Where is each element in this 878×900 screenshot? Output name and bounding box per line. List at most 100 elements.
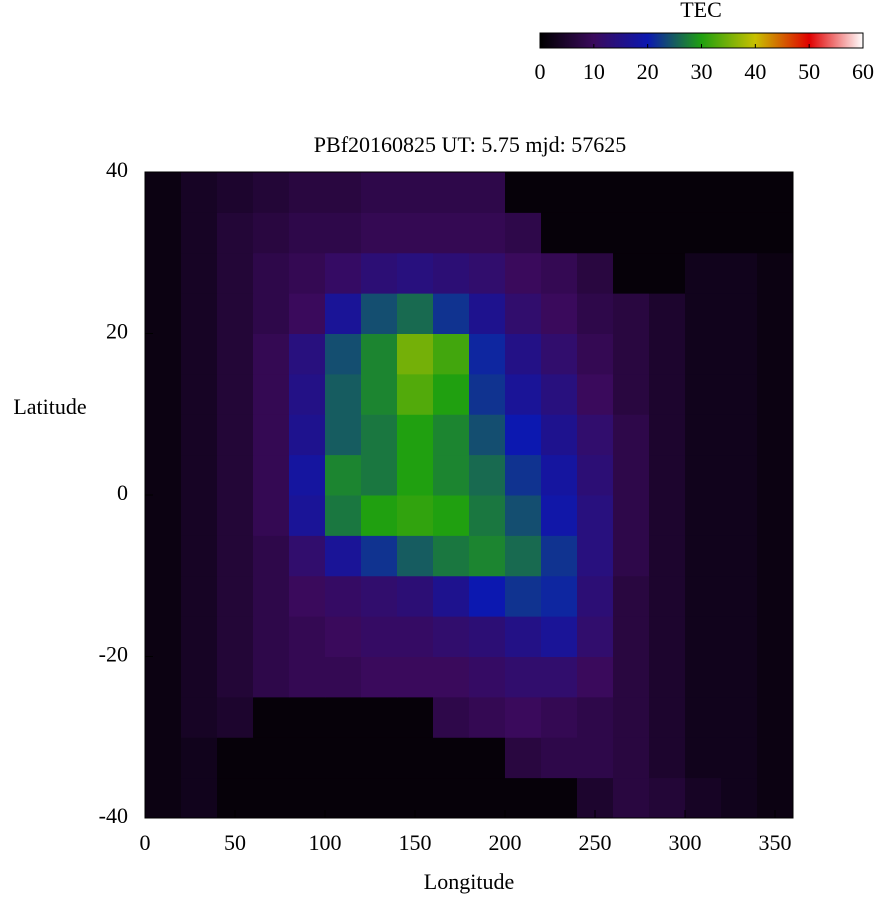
heat-cell [469, 616, 506, 657]
heat-cell [361, 616, 398, 657]
colorbar-label: TEC [680, 0, 722, 22]
heat-cell [541, 373, 578, 415]
heat-cell [253, 777, 290, 819]
heat-cell [181, 252, 218, 294]
heat-cell [577, 737, 614, 779]
heat-cell [469, 293, 506, 334]
heat-cell [325, 656, 362, 698]
heat-cell [217, 495, 254, 536]
heat-cell [613, 616, 650, 657]
heat-cell [721, 535, 758, 577]
heat-cell [217, 252, 254, 294]
heat-cell [325, 737, 362, 779]
heat-cell [181, 575, 218, 617]
heat-cell [361, 535, 398, 577]
heat-cell [505, 737, 542, 779]
heat-cell [325, 535, 362, 577]
heat-cell [649, 212, 686, 254]
heat-cell [325, 575, 362, 617]
heat-cell [613, 495, 650, 536]
heat-cell [397, 656, 434, 698]
heat-cell [433, 535, 470, 577]
heat-cell [433, 454, 470, 496]
heat-cell [217, 737, 254, 779]
heat-cell [469, 414, 506, 456]
heat-cell [649, 172, 686, 213]
colorbar-tick-label: 50 [798, 59, 820, 84]
heat-cell [325, 777, 362, 819]
heat-cell [289, 172, 326, 213]
heat-cell [469, 535, 506, 577]
y-tick-label: -40 [99, 803, 128, 828]
x-tick-label: 0 [140, 830, 151, 855]
heat-cell [181, 293, 218, 334]
heat-cell [361, 333, 398, 375]
heat-cell [541, 696, 578, 738]
y-tick-label: 40 [106, 157, 128, 182]
heat-cell [145, 535, 182, 577]
heat-cell [181, 333, 218, 375]
heat-cell [613, 777, 650, 819]
heat-cell [577, 373, 614, 415]
heat-cell [145, 252, 182, 294]
heat-cell [253, 535, 290, 577]
heat-cell [325, 495, 362, 536]
heat-cell [757, 495, 794, 536]
heat-cell [757, 656, 794, 698]
heat-cell [757, 293, 794, 334]
heat-cell [649, 535, 686, 577]
heat-cell [181, 414, 218, 456]
heat-cell [289, 575, 326, 617]
heat-cell [721, 172, 758, 213]
heat-cell [145, 454, 182, 496]
heat-cell [181, 495, 218, 536]
heat-cell [649, 454, 686, 496]
heat-cell [361, 656, 398, 698]
heat-cell [433, 696, 470, 738]
heat-cell [505, 252, 542, 294]
heat-cell [721, 293, 758, 334]
heat-cell [253, 252, 290, 294]
heat-cell [685, 696, 722, 738]
heat-cell [469, 495, 506, 536]
heat-cell [613, 212, 650, 254]
heat-cell [577, 535, 614, 577]
heat-cell [361, 293, 398, 334]
heat-cell [433, 252, 470, 294]
heat-cell [469, 575, 506, 617]
heat-cell [289, 212, 326, 254]
x-tick-label: 350 [759, 830, 792, 855]
heat-cell [145, 777, 182, 819]
heat-cell [649, 575, 686, 617]
heat-cell [649, 737, 686, 779]
heat-cell [649, 495, 686, 536]
heat-cell [397, 495, 434, 536]
heat-cell [361, 737, 398, 779]
heat-cell [757, 575, 794, 617]
heat-cell [289, 777, 326, 819]
heat-cell [505, 696, 542, 738]
heat-cell [289, 495, 326, 536]
heat-cell [505, 656, 542, 698]
heat-cell [325, 414, 362, 456]
heat-cell [613, 656, 650, 698]
heat-cell [289, 616, 326, 657]
x-tick-label: 250 [579, 830, 612, 855]
heat-cell [721, 777, 758, 819]
heat-cell [253, 293, 290, 334]
heat-cell [505, 575, 542, 617]
heat-cell [757, 696, 794, 738]
heat-cell [721, 252, 758, 294]
heat-cell [649, 414, 686, 456]
colorbar-tick-label: 30 [691, 59, 713, 84]
heat-cell [469, 252, 506, 294]
heat-cell [757, 333, 794, 375]
heat-cell [289, 656, 326, 698]
heat-cell [145, 696, 182, 738]
heat-cell [685, 454, 722, 496]
colorbar-tick-label: 20 [637, 59, 659, 84]
heat-cell [397, 333, 434, 375]
heat-cell [181, 656, 218, 698]
heat-cell [433, 495, 470, 536]
heat-cell [145, 293, 182, 334]
